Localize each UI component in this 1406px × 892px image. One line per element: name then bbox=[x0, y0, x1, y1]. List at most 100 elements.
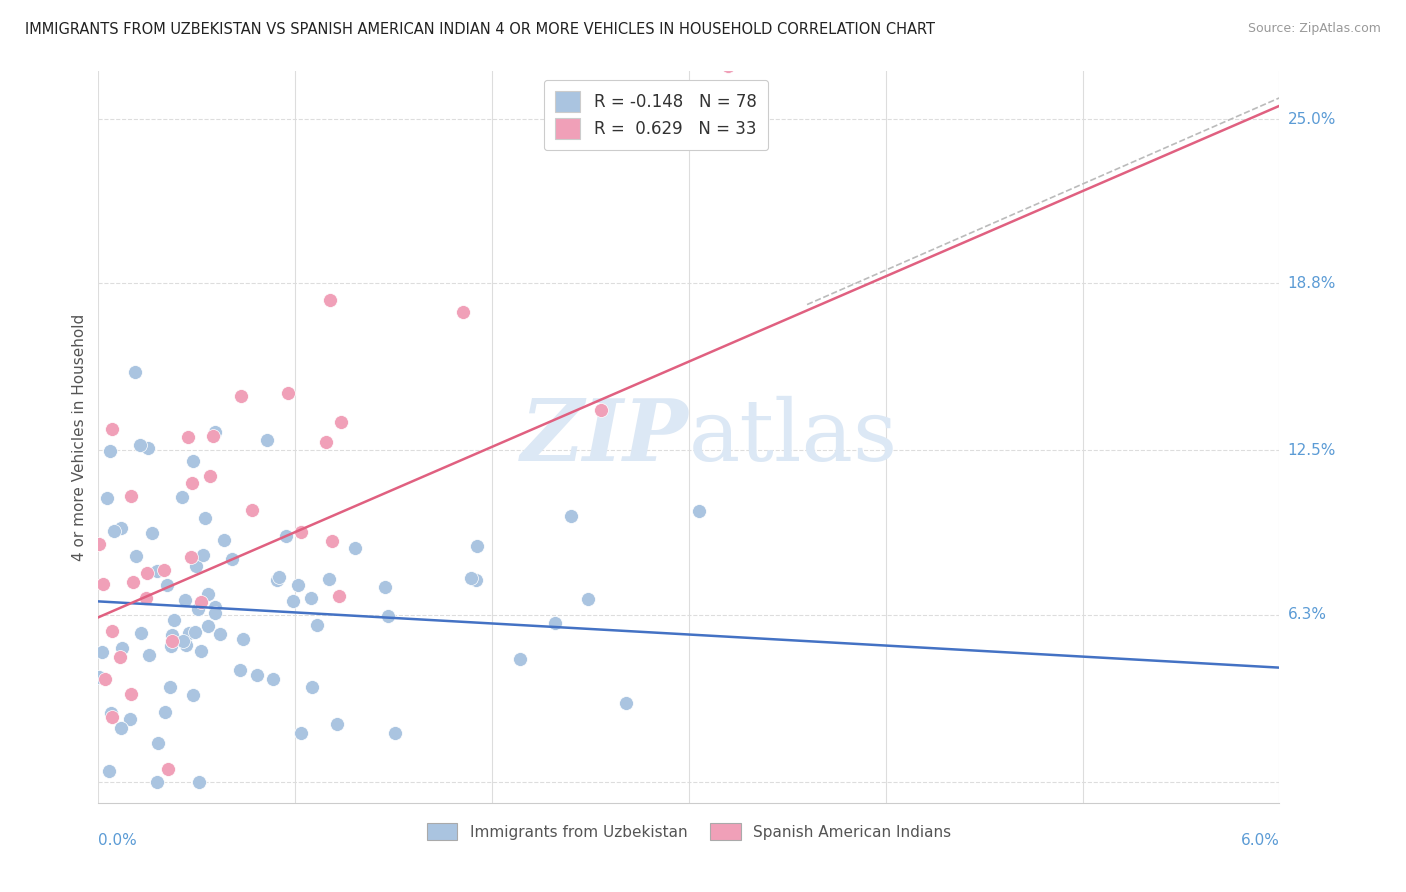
Point bbox=[124, 365, 146, 379]
Point bbox=[465, 539, 488, 553]
Point bbox=[110, 721, 132, 735]
Point bbox=[98, 764, 121, 778]
Point bbox=[152, 563, 174, 577]
Point bbox=[160, 634, 183, 648]
Point bbox=[305, 617, 328, 632]
Point bbox=[209, 627, 232, 641]
Point bbox=[135, 591, 157, 605]
Point bbox=[163, 613, 186, 627]
Point bbox=[377, 609, 399, 624]
Point bbox=[103, 524, 125, 538]
Point bbox=[318, 573, 340, 587]
Point bbox=[172, 490, 194, 504]
Point bbox=[315, 434, 337, 449]
Point bbox=[266, 573, 288, 587]
Point bbox=[509, 652, 531, 666]
Point bbox=[318, 293, 340, 308]
Text: atlas: atlas bbox=[689, 395, 898, 479]
Point bbox=[194, 511, 217, 525]
Point bbox=[98, 443, 121, 458]
Point bbox=[136, 566, 159, 581]
Point bbox=[212, 533, 235, 547]
Point bbox=[184, 625, 207, 640]
Point bbox=[451, 304, 474, 318]
Text: IMMIGRANTS FROM UZBEKISTAN VS SPANISH AMERICAN INDIAN 4 OR MORE VEHICLES IN HOUS: IMMIGRANTS FROM UZBEKISTAN VS SPANISH AM… bbox=[25, 22, 935, 37]
Point bbox=[172, 634, 194, 648]
Point bbox=[246, 668, 269, 682]
Point bbox=[174, 638, 197, 652]
Point bbox=[274, 529, 297, 543]
Point bbox=[240, 503, 263, 517]
Point bbox=[159, 680, 181, 694]
Point bbox=[343, 541, 366, 555]
Point bbox=[197, 587, 219, 601]
Point bbox=[156, 578, 179, 592]
Point bbox=[187, 602, 209, 616]
Point bbox=[141, 526, 163, 541]
Point bbox=[89, 537, 111, 551]
Point bbox=[204, 599, 226, 614]
Point bbox=[146, 736, 169, 750]
Point bbox=[118, 712, 141, 726]
Point bbox=[94, 672, 117, 686]
Point bbox=[202, 428, 225, 442]
Text: 0.0%: 0.0% bbox=[98, 833, 138, 848]
Point bbox=[290, 726, 312, 740]
Point bbox=[91, 577, 114, 591]
Point bbox=[262, 672, 284, 686]
Point bbox=[145, 564, 167, 578]
Point bbox=[717, 59, 740, 73]
Text: 25.0%: 25.0% bbox=[1288, 112, 1336, 127]
Point bbox=[122, 574, 145, 589]
Point bbox=[108, 650, 131, 665]
Point bbox=[560, 509, 582, 524]
Point bbox=[232, 632, 254, 646]
Point bbox=[181, 476, 204, 491]
Point bbox=[688, 503, 710, 517]
Point bbox=[87, 670, 110, 684]
Point bbox=[110, 641, 132, 656]
Point bbox=[145, 774, 167, 789]
Point bbox=[136, 442, 159, 456]
Point bbox=[101, 422, 124, 436]
Point bbox=[160, 628, 183, 642]
Point bbox=[374, 581, 396, 595]
Legend: Immigrants from Uzbekistan, Spanish American Indians: Immigrants from Uzbekistan, Spanish Amer… bbox=[420, 816, 957, 847]
Point bbox=[120, 687, 142, 701]
Point bbox=[188, 774, 211, 789]
Point bbox=[591, 402, 613, 417]
Y-axis label: 4 or more Vehicles in Household: 4 or more Vehicles in Household bbox=[72, 313, 87, 561]
Point bbox=[460, 571, 482, 585]
Point bbox=[101, 710, 124, 724]
Point bbox=[180, 550, 202, 565]
Point bbox=[221, 552, 243, 566]
Point bbox=[256, 434, 278, 448]
Point bbox=[186, 559, 208, 574]
Point bbox=[190, 595, 212, 609]
Point bbox=[156, 762, 179, 776]
Point bbox=[101, 624, 124, 639]
Point bbox=[229, 389, 252, 403]
Point bbox=[129, 626, 152, 640]
Point bbox=[198, 469, 221, 483]
Point bbox=[153, 705, 176, 719]
Point bbox=[614, 697, 637, 711]
Text: 6.0%: 6.0% bbox=[1240, 833, 1279, 848]
Point bbox=[277, 386, 299, 401]
Point bbox=[128, 438, 150, 452]
Point bbox=[287, 578, 309, 592]
Point bbox=[125, 549, 148, 563]
Point bbox=[183, 454, 205, 468]
Point bbox=[181, 688, 204, 702]
Point bbox=[176, 430, 198, 444]
Point bbox=[576, 591, 599, 606]
Point bbox=[96, 491, 118, 505]
Point bbox=[193, 548, 215, 562]
Text: 18.8%: 18.8% bbox=[1288, 276, 1336, 291]
Point bbox=[204, 607, 226, 621]
Point bbox=[301, 681, 323, 695]
Point bbox=[173, 593, 195, 607]
Point bbox=[110, 521, 132, 535]
Point bbox=[544, 615, 567, 630]
Text: 6.3%: 6.3% bbox=[1288, 607, 1327, 622]
